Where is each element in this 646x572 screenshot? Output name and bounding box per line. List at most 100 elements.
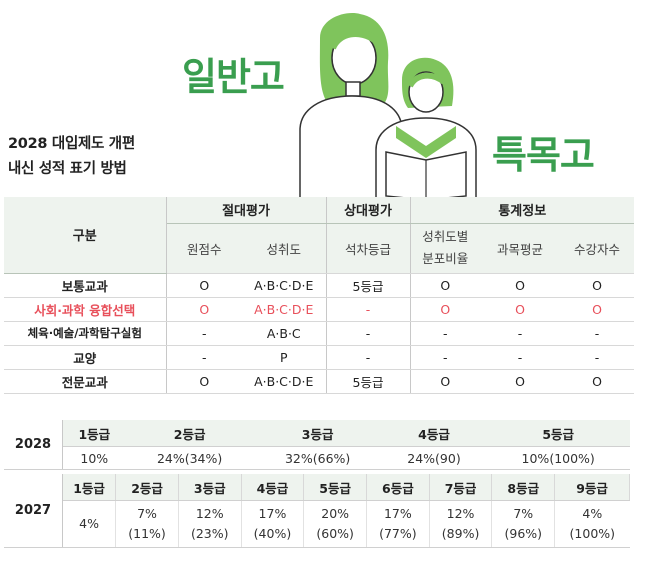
- grade-value: 4% (100%): [554, 500, 630, 548]
- grade-header: 8등급: [491, 474, 556, 501]
- group-absolute-eval: 절대평가: [166, 197, 327, 224]
- grade-value: 7% (11%): [115, 500, 179, 548]
- row-label: 교양: [4, 345, 167, 370]
- table-cell: -: [166, 321, 242, 346]
- grade-header: 4등급: [241, 474, 305, 501]
- table-cell: A·B·C·D·E: [242, 369, 327, 394]
- row-label: 보통교과: [4, 273, 167, 298]
- table-cell: O: [560, 273, 634, 298]
- grade-header: 2등급: [125, 420, 254, 447]
- grade-distribution-2027: 2027 1등급 2등급 3등급 4등급 5등급 6등급 7등급 8등급 9등급…: [4, 474, 630, 548]
- students-reading-illustration: [299, 13, 477, 200]
- row-label: 체육·예술/과학탐구실험: [4, 321, 167, 346]
- table-cell: 5등급: [326, 273, 411, 298]
- year-label-2027: 2027: [4, 474, 63, 548]
- grade-value: 10%(100%): [486, 446, 630, 470]
- group-statistics: 통계정보: [410, 197, 634, 224]
- table-cell: -: [560, 345, 634, 370]
- grade-header: 3등급: [253, 420, 382, 447]
- table-row: 전문교과 O A·B·C·D·E 5등급 O O O: [4, 369, 634, 394]
- grade-cumulative: (89%): [441, 526, 480, 541]
- grade-header: 6등급: [366, 474, 430, 501]
- table-cell: -: [480, 321, 560, 346]
- table-cell: -: [410, 345, 480, 370]
- grade-cumulative: (96%): [504, 526, 543, 541]
- grade-pct: 20%: [321, 506, 350, 521]
- grade-value: 4%: [62, 500, 117, 548]
- table-cell: O: [410, 369, 480, 394]
- grade-pct: 17%: [383, 506, 412, 521]
- table-cell: -: [166, 345, 242, 370]
- table-cell: -: [326, 345, 411, 370]
- grade-value: 7% (96%): [491, 500, 556, 548]
- grade-value: 10%: [62, 446, 126, 470]
- table-cell: O: [560, 297, 634, 322]
- grade-header: 9등급: [554, 474, 630, 501]
- table-row: 교양 - P - - - -: [4, 345, 634, 370]
- grade-value: 32%(66%): [253, 446, 382, 470]
- grade-cumulative: (23%): [190, 526, 229, 541]
- table-row: 사회·과학 융합선택 O A·B·C·D·E - O O O: [4, 297, 634, 322]
- grading-method-table: 구분 절대평가 상대평가 통계정보 원점수 성취도 석차등급 성취도별 분포비율…: [4, 197, 634, 394]
- grade-header: 4등급: [381, 420, 487, 447]
- grade-header: 5등급: [303, 474, 367, 501]
- grade-cumulative: (11%): [128, 526, 166, 541]
- grade-cumulative: (60%): [316, 526, 354, 541]
- word-special-school: 특목고: [492, 133, 595, 177]
- grade-pct: 7%: [513, 506, 534, 521]
- grade-pct: 4%: [582, 506, 603, 521]
- table-cell: A·B·C·D·E: [242, 297, 327, 322]
- table-row: 보통교과 O A·B·C·D·E 5등급 O O O: [4, 273, 634, 298]
- subcol-subject-average: 과목평균: [480, 223, 560, 274]
- table-cell: O: [480, 273, 560, 298]
- table-cell: -: [410, 321, 480, 346]
- table-cell: -: [480, 345, 560, 370]
- word-general-school: 일반고: [182, 55, 285, 99]
- year-label-2028: 2028: [4, 420, 63, 470]
- table-cell: O: [166, 369, 242, 394]
- grade-distribution-2028: 2028 1등급 2등급 3등급 4등급 5등급 10% 24%(34%) 32…: [4, 420, 630, 470]
- grade-header: 5등급: [486, 420, 630, 447]
- subcol-rank-grade: 석차등급: [326, 223, 411, 274]
- row-label: 사회·과학 융합선택: [4, 297, 167, 322]
- table-cell: O: [410, 297, 480, 322]
- col-label-category: 구분: [4, 197, 167, 274]
- grade-value: 12% (23%): [178, 500, 242, 548]
- grade-header: 3등급: [178, 474, 242, 501]
- grade-value: 20% (60%): [303, 500, 367, 548]
- table-cell: -: [326, 321, 411, 346]
- table-cell: P: [242, 345, 327, 370]
- subcol-achievement: 성취도: [242, 223, 327, 274]
- subcol-enrollment: 수강자수: [560, 223, 634, 274]
- title-line-1: 2028 대입제도 개편: [8, 136, 135, 152]
- grade-pct: 12%: [195, 506, 224, 521]
- table-cell: -: [326, 297, 411, 322]
- grade-header: 7등급: [429, 474, 493, 501]
- grade-header: 1등급: [62, 474, 117, 501]
- table-cell: O: [480, 369, 560, 394]
- grade-header: 2등급: [115, 474, 179, 501]
- grade-value: 17% (77%): [366, 500, 430, 548]
- grade-pct: 7%: [137, 506, 157, 521]
- subcol-raw-score: 원점수: [166, 223, 242, 274]
- grade-header: 1등급: [62, 420, 126, 447]
- table-cell: A·B·C: [242, 321, 327, 346]
- table-cell: O: [166, 297, 242, 322]
- table-cell: O: [410, 273, 480, 298]
- grade-cumulative: (40%): [253, 526, 292, 541]
- table-cell: A·B·C·D·E: [242, 273, 327, 298]
- grade-value: 17% (40%): [241, 500, 305, 548]
- subcol-distribution: 성취도별 분포비율: [410, 223, 480, 274]
- grade-cumulative: (100%): [569, 526, 616, 541]
- grade-pct: 4%: [79, 516, 100, 531]
- grade-pct: 17%: [258, 506, 287, 521]
- table-cell: O: [166, 273, 242, 298]
- title-line-2: 내신 성적 표기 방법: [8, 161, 127, 177]
- group-relative-eval: 상대평가: [326, 197, 411, 224]
- table-cell: O: [480, 297, 560, 322]
- table-row: 체육·예술/과학탐구실험 - A·B·C - - - -: [4, 321, 634, 346]
- grade-value: 24%(34%): [125, 446, 254, 470]
- table-cell: -: [560, 321, 634, 346]
- grade-pct: 12%: [446, 506, 475, 521]
- grade-cumulative: (77%): [379, 526, 417, 541]
